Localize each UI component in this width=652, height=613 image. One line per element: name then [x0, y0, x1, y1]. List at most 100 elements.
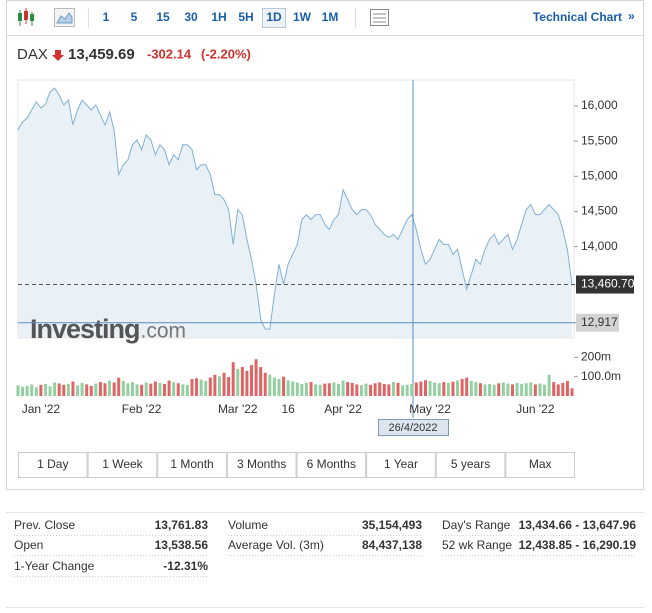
volume-bar	[57, 383, 61, 396]
volume-bar	[21, 386, 25, 396]
volume-bar	[547, 374, 551, 396]
stat-value: 13,761.83	[155, 518, 209, 532]
volume-bar	[259, 367, 263, 396]
volume-bar	[227, 377, 231, 396]
price-line	[17, 87, 573, 330]
volume-bar	[282, 376, 286, 396]
change-percent: (-2.20%)	[201, 46, 251, 61]
volume-bar	[309, 382, 313, 396]
range-button-label[interactable]: 1 Month	[170, 457, 213, 471]
volume-tick-label: 100.0m	[581, 369, 621, 383]
range-button[interactable]	[87, 452, 158, 478]
range-button-label[interactable]: 1 Day	[37, 457, 68, 471]
technical-chart-link[interactable]: Technical Chart	[533, 10, 622, 24]
interval-button[interactable]: 5H	[238, 10, 253, 24]
interval-button[interactable]: 1H	[211, 10, 226, 24]
range-button-label[interactable]: 1 Week	[102, 457, 143, 471]
y-tick-label: 15,000	[581, 168, 618, 182]
candle-icon[interactable]	[18, 8, 34, 26]
range-button-label[interactable]: 3 Months	[237, 457, 286, 471]
volume-bar	[364, 383, 368, 396]
interval-button[interactable]: 5	[131, 10, 138, 24]
range-button[interactable]	[296, 452, 367, 478]
x-tick-label: Mar '22	[218, 402, 258, 416]
range-button[interactable]	[505, 452, 575, 478]
volume-bar	[520, 384, 524, 396]
volume-bar	[433, 382, 437, 396]
volume-bar	[538, 383, 542, 396]
crosshair-value-label: 12,917	[581, 315, 618, 329]
volume-bar	[405, 384, 409, 396]
volume-bar	[369, 384, 373, 396]
volume-bar	[341, 380, 345, 396]
volume-bar	[327, 383, 331, 396]
stat-label: Open	[14, 538, 43, 552]
stat-value: 35,154,493	[362, 518, 422, 532]
interval-button[interactable]: 30	[184, 10, 198, 24]
x-tick-label: Jun '22	[516, 402, 555, 416]
volume-bar	[332, 382, 336, 396]
crosshair-date-label: 26/4/2022	[389, 422, 438, 434]
volume-bar	[510, 384, 514, 396]
stat-value: 13,434.66 - 13,647.96	[519, 518, 637, 532]
volume-bar	[465, 377, 469, 396]
volume-bar	[387, 384, 391, 396]
volume-bar	[492, 384, 496, 396]
volume-bar	[268, 374, 272, 396]
range-button-label[interactable]: 6 Months	[307, 457, 356, 471]
stat-label: 52 wk Range	[442, 538, 512, 552]
more-arrow[interactable]: »	[628, 9, 635, 23]
range-button[interactable]	[435, 452, 506, 478]
range-button-label[interactable]: Max	[529, 457, 552, 471]
range-button[interactable]	[157, 452, 227, 478]
range-button[interactable]	[226, 452, 297, 478]
volume-bar	[446, 382, 450, 396]
volume-bar	[158, 382, 162, 396]
volume-bar	[176, 383, 180, 396]
interval-button[interactable]: 1W	[293, 10, 312, 24]
volume-bar	[66, 384, 70, 396]
interval-button[interactable]: 1M	[322, 10, 339, 24]
symbol: DAX	[17, 46, 48, 63]
x-tick-label: Feb '22	[122, 402, 162, 416]
volume-bar	[414, 382, 418, 396]
stat-label: Day's Range	[442, 518, 511, 532]
volume-bar	[483, 384, 487, 396]
table-icon[interactable]	[370, 9, 389, 26]
stat-value: 13,538.56	[155, 538, 209, 552]
volume-bar	[167, 380, 171, 396]
price-area	[18, 88, 572, 338]
stat-label: Volume	[228, 518, 268, 532]
range-button-label[interactable]: 5 years	[451, 457, 490, 471]
range-button-label[interactable]: 1 Year	[384, 457, 418, 471]
volume-bar	[250, 365, 254, 396]
volume-bar	[442, 382, 446, 396]
interval-button[interactable]: 1	[103, 10, 110, 24]
volume-bar	[543, 384, 547, 396]
volume-bar	[112, 382, 116, 396]
volume-bar	[556, 384, 560, 396]
volume-bar	[460, 379, 464, 396]
volume-bar	[16, 385, 20, 396]
volume-bar	[85, 384, 89, 396]
volume-bar	[245, 370, 249, 396]
volume-bar	[94, 383, 98, 396]
range-button[interactable]	[18, 452, 88, 478]
volume-bar	[231, 362, 235, 396]
volume-bar	[423, 380, 427, 396]
stat-value: 12,438.85 - 16,290.19	[519, 538, 637, 552]
interval-button[interactable]: 15	[156, 10, 170, 24]
volume-bar	[277, 379, 281, 396]
interval-button[interactable]: 1D	[266, 10, 282, 24]
y-tick-label: 16,000	[581, 98, 618, 112]
volume-bar	[149, 383, 153, 396]
volume-bar	[163, 384, 167, 396]
active-interval-box	[262, 8, 286, 28]
area-icon[interactable]	[54, 8, 75, 27]
volume-bar	[336, 384, 340, 396]
volume-bar	[263, 372, 267, 396]
volume-bar	[181, 384, 185, 396]
stat-label: Average Vol. (3m)	[228, 538, 324, 552]
volume-bar	[401, 385, 405, 396]
range-button[interactable]	[366, 452, 436, 478]
